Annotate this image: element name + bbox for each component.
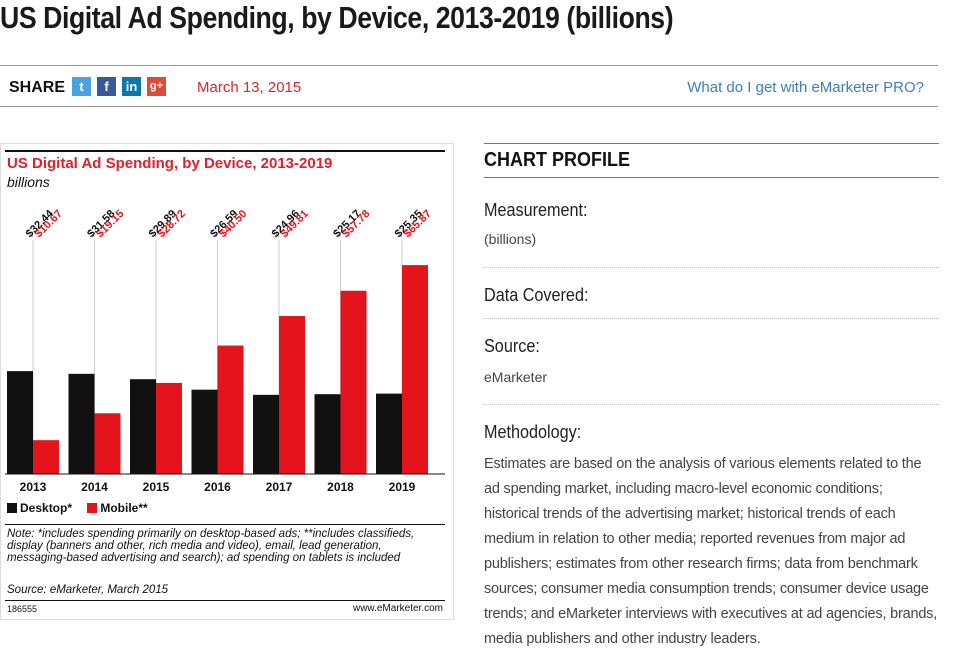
x-tick-label-2017: 2017 [266,480,293,494]
bar-mobile-2018 [340,290,367,474]
chart-brand: www.eMarketer.com [352,603,443,614]
legend-label-mobile: Mobile** [100,501,148,515]
bar-desktop-2016 [191,389,218,474]
legend-swatch-desktop [7,503,17,513]
share-label: SHARE [9,79,66,96]
profile-top-rule [484,143,939,144]
bar-desktop-2015 [130,379,156,474]
bar-mobile-2014 [94,413,121,474]
profile-heading-rule [484,177,939,178]
footer-rule [5,600,445,601]
twitter-icon[interactable]: t [72,77,91,96]
x-tick-label-2019: 2019 [389,480,416,494]
bar-mobile-2016 [217,345,244,474]
bar-mobile-2017 [279,316,305,474]
note-rule [5,524,445,525]
legend-item-desktop: Desktop* [7,501,72,515]
measurement-label: Measurement: [484,200,588,220]
source-label: Source: [484,336,540,356]
chart-title: US Digital Ad Spending, by Device, 2013-… [7,155,333,172]
bar-mobile-2019 [402,265,428,474]
x-tick-label-2015: 2015 [143,480,170,494]
share-bar: SHARE t f in g+ March 13, 2015 What do I… [0,65,938,107]
page-title: US Digital Ad Spending, by Device, 2013-… [0,0,674,35]
data-covered-label: Data Covered: [484,285,589,305]
chart-source: Source: eMarketer, March 2015 [7,584,169,596]
chart-legend: Desktop* Mobile** [7,501,160,515]
chart-id: 186555 [7,604,38,614]
chart-subtitle: billions [7,174,50,190]
legend-label-desktop: Desktop* [20,501,73,515]
methodology-text: Estimates are based on the analysis of v… [484,456,938,647]
publish-date: March 13, 2015 [197,79,302,96]
profile-heading: CHART PROFILE [484,149,630,171]
legend-item-mobile: Mobile** [87,501,148,515]
divider [484,267,939,268]
methodology-label: Methodology: [484,422,582,442]
x-tick-label-2018: 2018 [327,480,354,494]
linkedin-icon[interactable]: in [122,77,141,96]
google-plus-icon[interactable]: g+ [147,77,166,96]
facebook-icon[interactable]: f [97,77,116,96]
divider [484,318,939,319]
emarketer-pro-link[interactable]: What do I get with eMarketer PRO? [687,79,924,96]
source-value: eMarketer [484,369,548,385]
bar-desktop-2018 [314,394,341,474]
bar-desktop-2017 [253,394,279,474]
bar-mobile-2013 [33,440,59,474]
x-tick-label-2016: 2016 [204,480,231,494]
legend-swatch-mobile [87,503,98,513]
bar-mobile-2015 [156,382,182,474]
chart-image: US Digital Ad Spending, by Device, 2013-… [0,143,454,620]
bar-desktop-2013 [7,371,33,474]
measurement-value: (billions) [484,231,537,247]
bar-desktop-2014 [68,373,95,474]
chart-note: Note: *includes spending primarily on de… [7,528,415,564]
bar-desktop-2019 [376,393,402,474]
bar-chart: $32.44$10.672013$31.58$19.152014$29.89$2… [5,207,445,494]
x-tick-label-2014: 2014 [81,480,108,494]
x-tick-label-2013: 2013 [20,480,47,494]
divider [484,404,939,405]
chart-top-rule [5,150,445,152]
